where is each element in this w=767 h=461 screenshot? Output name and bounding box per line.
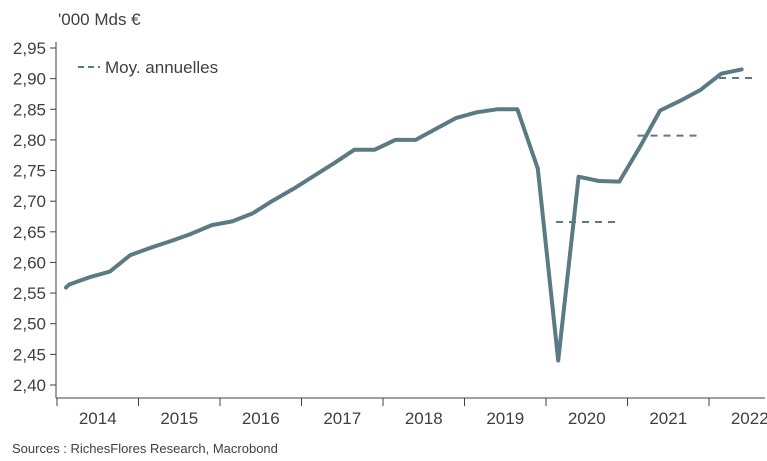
x-tick-label: 2017: [323, 409, 361, 428]
x-axis: 2014 2015 2016 2017 2018 2019 2020 2021 2022: [56, 397, 767, 428]
y-tick-label: 2,65: [13, 223, 46, 242]
y-tick-label: 2,75: [13, 162, 46, 181]
y-tick-label: 2,55: [13, 284, 46, 303]
y-tick-label: 2,50: [13, 315, 46, 334]
y-tick-label: 2,45: [13, 345, 46, 364]
x-tick-label: 2019: [486, 409, 524, 428]
x-tick-label: 2020: [568, 409, 606, 428]
x-tick-label: 2022: [731, 409, 767, 428]
y-tick-label: 2,60: [13, 253, 46, 272]
y-unit-label: '000 Mds €: [58, 10, 141, 29]
legend-label: Moy. annuelles: [105, 58, 218, 77]
series-line: [64, 67, 744, 363]
y-tick-label: 2,95: [13, 39, 46, 58]
x-tick-label: 2021: [649, 409, 687, 428]
source-note: Sources : RichesFlores Research, Macrobo…: [12, 441, 278, 456]
legend: Moy. annuelles: [78, 58, 218, 77]
y-axis: 2,40 2,45 2,50 2,55 2,60 2,65 2,70 2,75 2,80 2,85…: [13, 39, 57, 398]
y-tick-label: 2,90: [13, 70, 46, 89]
x-tick-label: 2015: [160, 409, 198, 428]
y-tick-label: 2,40: [13, 376, 46, 395]
y-tick-label: 2,80: [13, 131, 46, 150]
x-tick-label: 2016: [242, 409, 280, 428]
y-tick-label: 2,85: [13, 100, 46, 119]
x-tick-label: 2014: [79, 409, 117, 428]
y-tick-label: 2,70: [13, 192, 46, 211]
series-group: [64, 67, 755, 363]
x-tick-label: 2018: [405, 409, 443, 428]
